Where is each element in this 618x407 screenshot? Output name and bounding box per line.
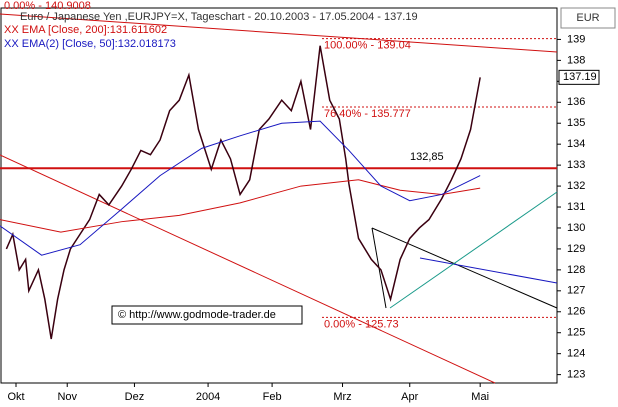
y-tick-label: 130 bbox=[567, 222, 585, 234]
x-tick-label: Mrz bbox=[333, 391, 351, 403]
y-tick-label: 124 bbox=[567, 348, 585, 360]
currency: EUR bbox=[576, 12, 599, 24]
plot-frame bbox=[0, 7, 558, 384]
series-line bbox=[0, 179, 481, 233]
currency-box bbox=[560, 7, 616, 29]
fib-label: 100.00% - 139.04 bbox=[324, 39, 411, 51]
y-tick-label: 129 bbox=[567, 243, 585, 255]
y-tick-label: 136 bbox=[567, 96, 585, 108]
trendline bbox=[389, 191, 558, 309]
y-tick-label: 127 bbox=[567, 285, 585, 297]
y-tick-label: 133 bbox=[567, 159, 585, 171]
top-note: 0.00% - 140.9008 bbox=[4, 0, 91, 12]
x-tick-label: Dez bbox=[125, 391, 145, 403]
y-tick-label: 123 bbox=[567, 369, 585, 381]
x-tick-label: Feb bbox=[263, 391, 282, 403]
watermark: © http://www.godmode-trader.de bbox=[118, 309, 276, 321]
fib-label: 76.40% - 135.777 bbox=[324, 108, 411, 120]
y-tick-label: 128 bbox=[567, 264, 585, 276]
trendline bbox=[419, 257, 558, 284]
y-tick-label: 134 bbox=[567, 138, 585, 150]
series-line bbox=[0, 120, 481, 256]
x-tick-label: 2004 bbox=[196, 391, 220, 403]
x-tick-label: Mai bbox=[471, 391, 489, 403]
x-tick-label: Nov bbox=[57, 391, 77, 403]
x-tick-label: Okt bbox=[7, 391, 24, 403]
y-tick-label: 125 bbox=[567, 327, 585, 339]
chart-title: Euro / Japanese Yen ,EURJPY=X, Tageschar… bbox=[20, 11, 418, 23]
trendline bbox=[0, 154, 496, 384]
legend-entry: XX EMA(2) [Close, 50]:132.018173 bbox=[4, 38, 176, 50]
trendline bbox=[0, 13, 558, 53]
legend-entry: XX EMA [Close, 200]:131.611602 bbox=[4, 24, 167, 36]
support-label: 132,85 bbox=[410, 151, 444, 163]
y-tick-label: 139 bbox=[567, 33, 585, 45]
y-tick-label: 138 bbox=[567, 54, 585, 66]
y-tick-label: 132 bbox=[567, 180, 585, 192]
trendline bbox=[371, 227, 558, 309]
watermark-box bbox=[111, 305, 303, 325]
y-tick-label: 131 bbox=[567, 201, 585, 213]
last-price: 137.19 bbox=[563, 71, 597, 83]
y-tick-label: 126 bbox=[567, 306, 585, 318]
x-tick-label: Apr bbox=[401, 391, 418, 403]
y-tick-label: 135 bbox=[567, 117, 585, 129]
series-line bbox=[5, 45, 481, 340]
fib-label: 0.00% - 125.73 bbox=[324, 318, 399, 330]
last-price-box bbox=[558, 69, 600, 85]
